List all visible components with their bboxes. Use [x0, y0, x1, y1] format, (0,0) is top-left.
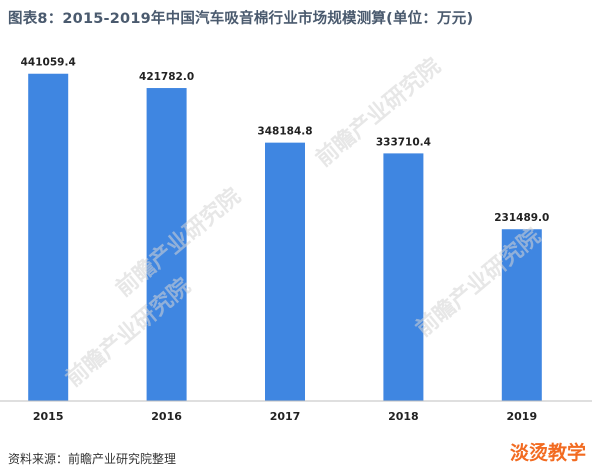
data-label-2015: 441059.4: [21, 57, 76, 69]
bar-2019: [501, 229, 542, 401]
source-note: 资料来源：前瞻产业研究院整理: [8, 452, 177, 466]
data-label-2019: 231489.0: [494, 212, 549, 224]
x-tick-2015: 2015: [33, 410, 64, 423]
bar-2018: [383, 153, 424, 401]
bar-2016: [146, 88, 187, 402]
x-tick-2016: 2016: [151, 410, 182, 423]
data-label-2017: 348184.8: [257, 126, 312, 138]
data-label-2018: 333710.4: [376, 136, 431, 148]
bar-2017: [265, 142, 305, 401]
data-label-2016: 421782.0: [139, 71, 194, 83]
x-tick-2017: 2017: [270, 410, 301, 423]
bar-2015: [28, 73, 69, 402]
corner-watermark: 淡烫教学: [509, 442, 586, 464]
x-tick-2019: 2019: [506, 410, 537, 423]
labels-layer: 441059.4 421782.0 348184.8 333710.4 231489.0: [21, 57, 550, 225]
x-tick-labels: 2015 2016 2017 2018 2019: [33, 410, 537, 423]
x-tick-2018: 2018: [388, 410, 419, 423]
bars-layer: [28, 73, 542, 402]
chart-title: 图表8：2015-2019年中国汽车吸音棉行业市场规模测算(单位：万元): [8, 11, 474, 27]
